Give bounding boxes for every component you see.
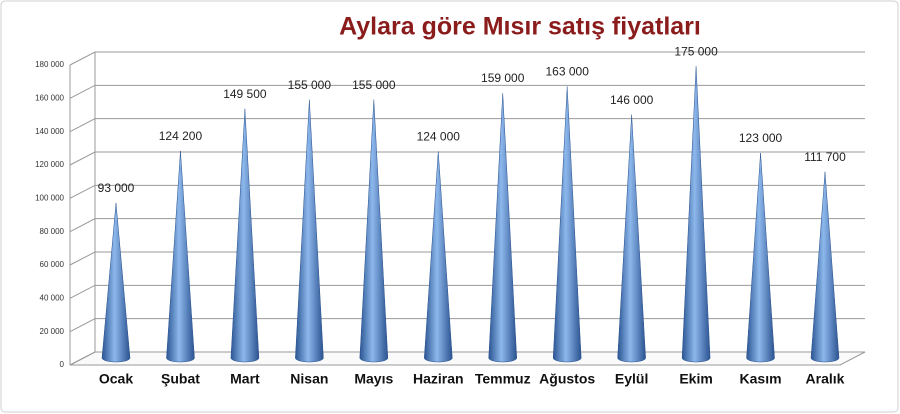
cone (488, 92, 517, 363)
cone (295, 99, 324, 363)
cone (359, 99, 389, 363)
y-tick-label: 0 (60, 360, 65, 369)
value-label: 111 700 (804, 150, 846, 164)
cone (681, 66, 711, 363)
grid-line (69, 51, 865, 66)
value-label: 123 000 (739, 131, 783, 145)
x-tick-label: Mart (230, 371, 260, 387)
x-tick-label: Eylül (615, 371, 648, 387)
grid-line (69, 251, 865, 266)
cone (746, 152, 775, 363)
y-tick-label: 80 000 (40, 227, 65, 236)
y-tick-label: 180 000 (35, 60, 64, 69)
x-tick-label: Mayıs (354, 371, 393, 387)
x-tick-label: Şubat (161, 371, 200, 387)
x-tick-label: Ocak (99, 371, 133, 387)
value-label: 93 000 (98, 181, 135, 195)
grid-line (69, 318, 865, 333)
value-label: 175 000 (674, 45, 718, 59)
x-tick-label: Haziran (413, 371, 464, 387)
y-tick-label: 20 000 (40, 327, 65, 336)
x-tick-label: Kasım (740, 371, 782, 387)
chart-title: Aylara göre Mısır satış fiyatları (339, 13, 701, 41)
value-label: 163 000 (545, 65, 589, 79)
y-tick-label: 100 000 (35, 193, 64, 202)
value-label: 124 000 (417, 130, 461, 144)
grid-line (69, 184, 865, 199)
y-tick-label: 160 000 (35, 93, 64, 102)
value-label: 146 000 (610, 93, 654, 107)
grid-line (69, 84, 865, 99)
grid-line (69, 284, 865, 299)
y-tick-label: 140 000 (35, 127, 64, 136)
grid-line (69, 351, 865, 366)
value-label: 155 000 (352, 78, 396, 92)
grid-line (69, 118, 865, 133)
grid-line (69, 218, 865, 233)
grid-line (69, 151, 865, 166)
y-tick-label: 40 000 (40, 293, 65, 302)
value-label: 155 000 (288, 78, 332, 92)
y-tick-label: 120 000 (35, 160, 64, 169)
x-tick-label: Nisan (290, 371, 328, 387)
cone (424, 151, 453, 363)
value-label: 159 000 (481, 71, 525, 85)
cone (552, 86, 582, 363)
y-tick-label: 60 000 (40, 260, 65, 269)
cone (166, 150, 195, 363)
cone (230, 108, 260, 363)
x-tick-label: Ekim (679, 371, 712, 387)
value-label: 149 500 (223, 87, 267, 101)
cone (810, 171, 840, 363)
cone (617, 114, 646, 363)
cone (101, 202, 131, 363)
x-tick-label: Temmuz (475, 371, 531, 387)
value-label: 124 200 (159, 129, 203, 143)
x-tick-label: Aralık (806, 371, 845, 387)
x-tick-label: Ağustos (539, 371, 595, 387)
